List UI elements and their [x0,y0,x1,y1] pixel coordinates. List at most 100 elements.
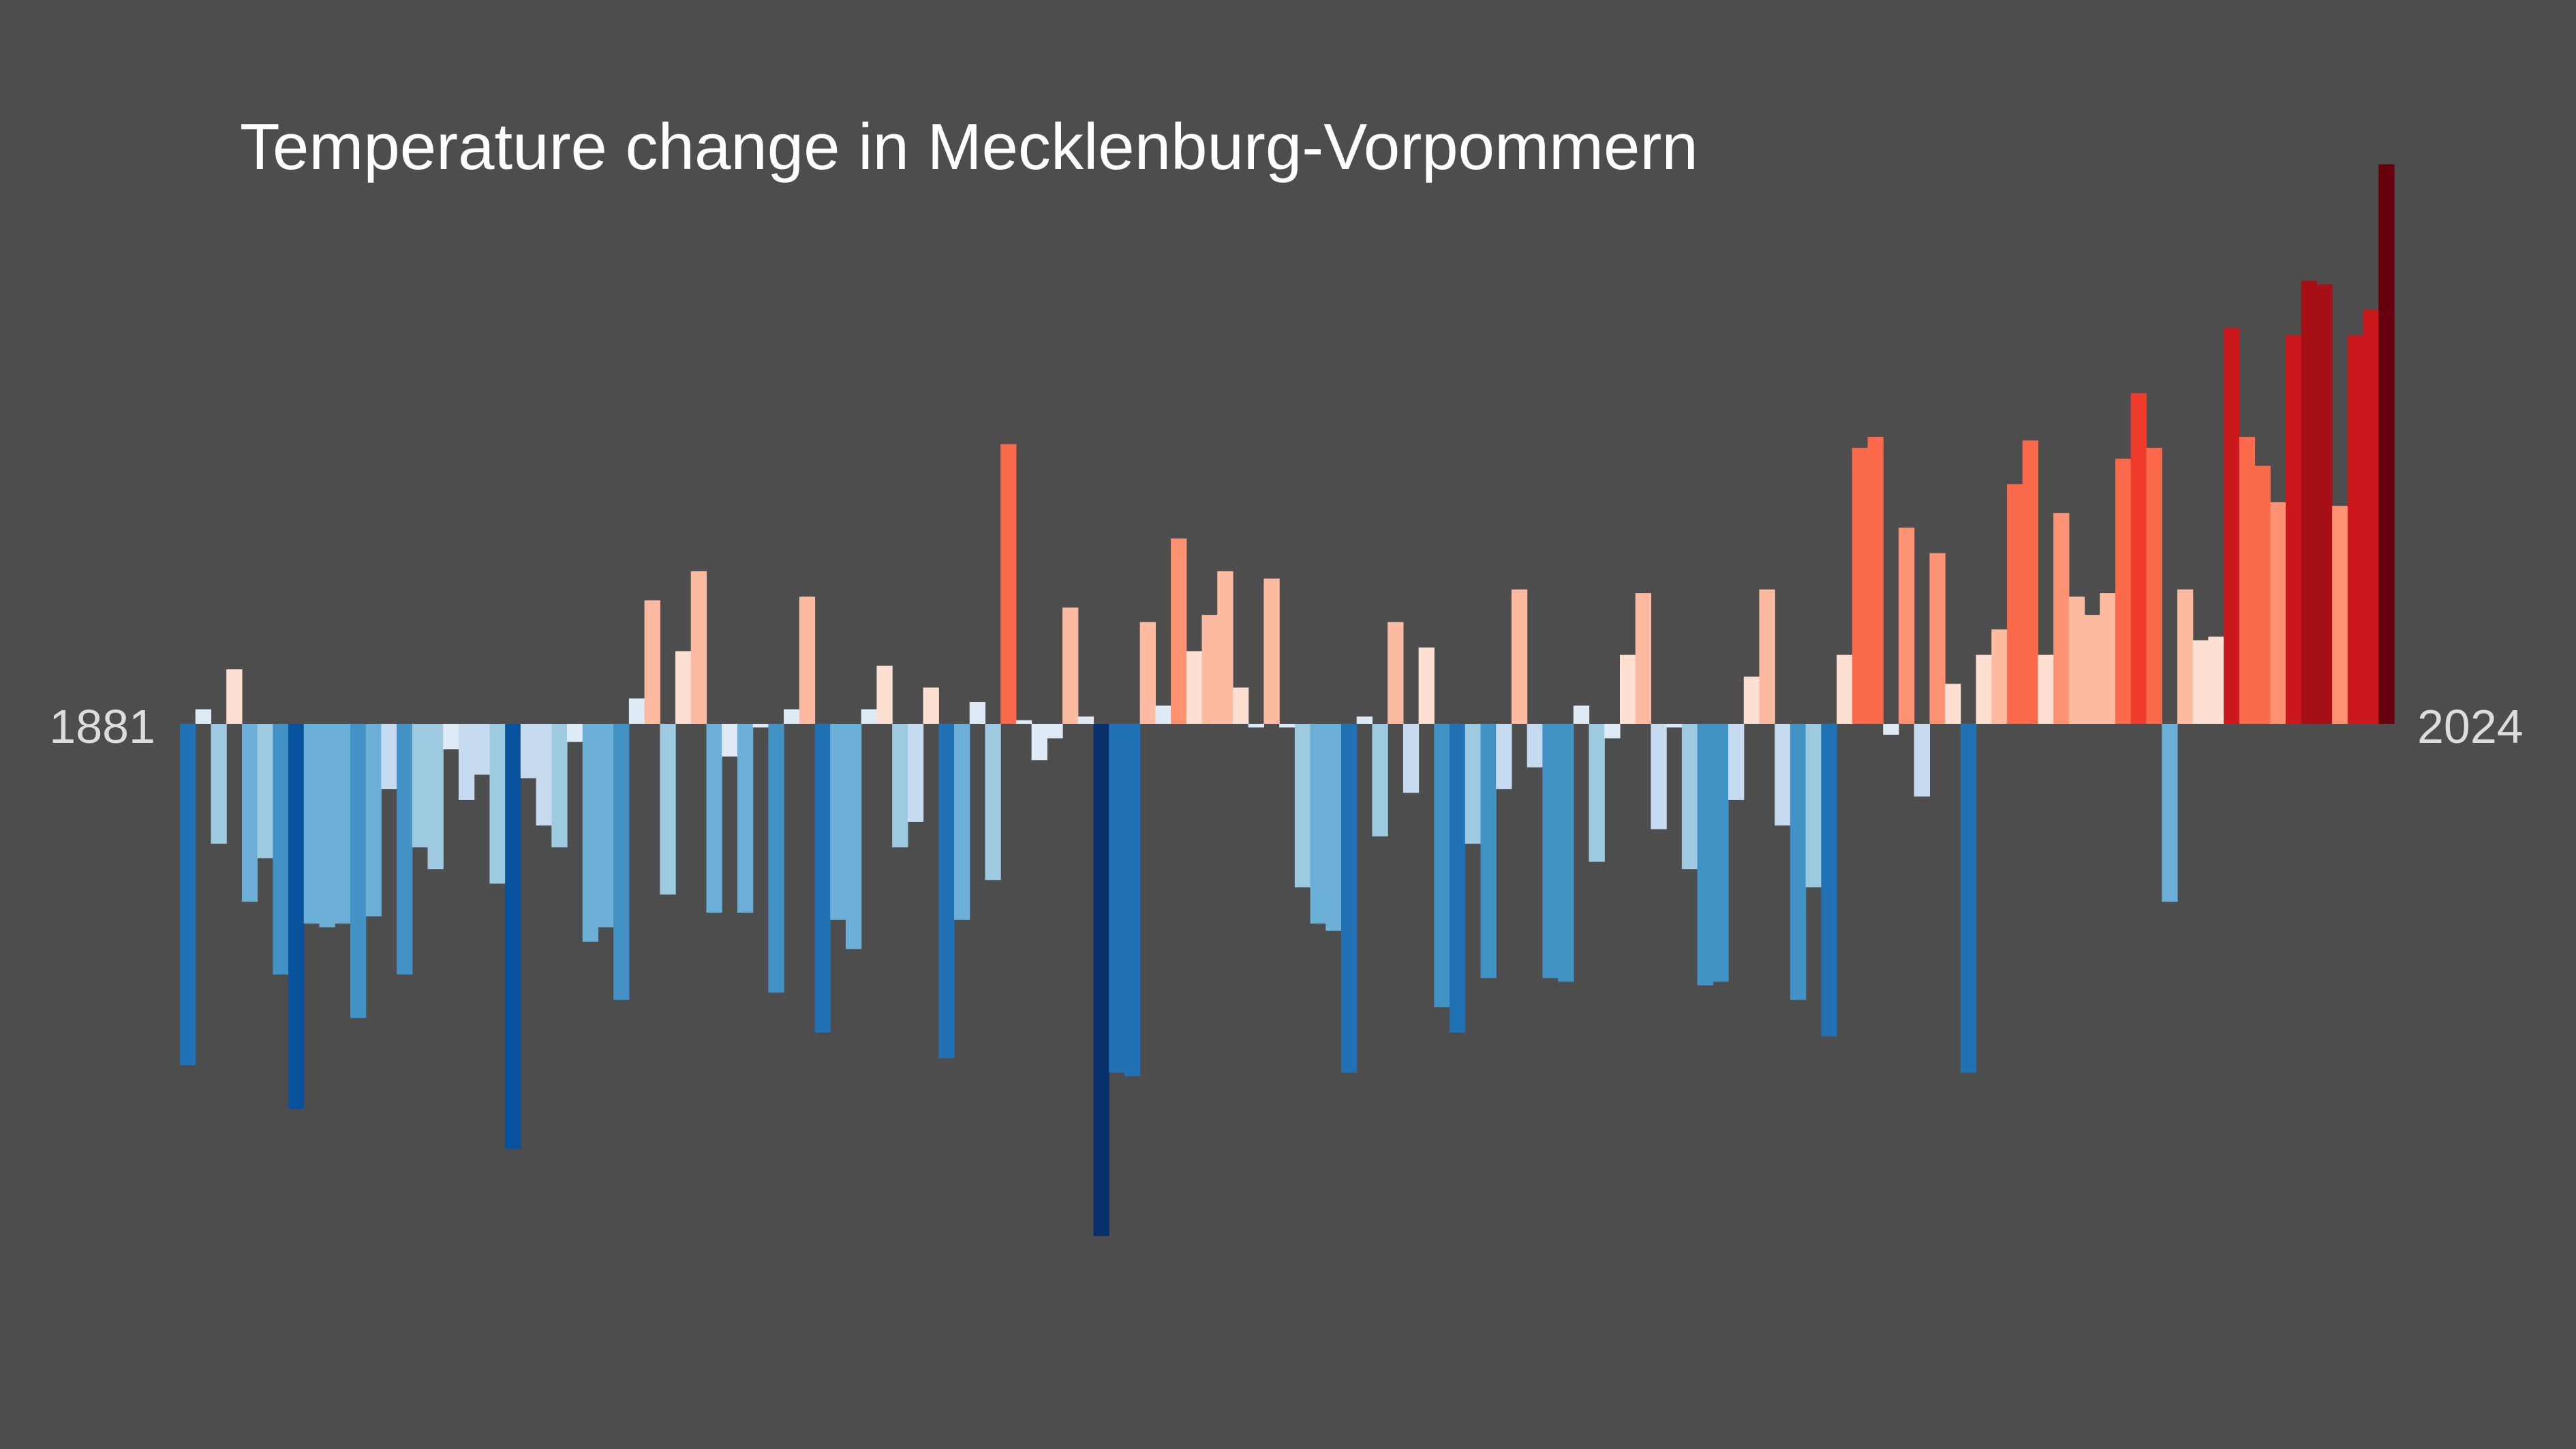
bar-1937 [1047,724,1063,739]
bar-1907 [582,724,599,942]
bar-1890 [319,724,335,928]
bar-1899 [458,724,475,800]
bar-1974 [1619,654,1636,724]
bar-1993 [1914,724,1930,797]
bar-1941 [1109,724,1125,1073]
bar-1978 [1681,724,1698,870]
bar-1930 [938,724,955,1058]
bar-2004 [2084,615,2100,724]
bar-2018 [2301,280,2317,724]
bar-1950 [1248,724,1265,728]
bar-1886 [257,724,273,859]
bar-1943 [1139,622,1156,724]
bars-group [180,164,2395,1236]
bar-1986 [1805,724,1822,887]
bar-2003 [2068,596,2085,724]
bar-1949 [1232,687,1249,724]
bar-1961 [1418,647,1435,724]
bar-1912 [660,724,676,895]
bar-1926 [876,665,893,724]
bar-1957 [1356,716,1373,724]
bar-1954 [1310,724,1326,924]
bar-2021 [2347,335,2364,724]
bar-2009 [2162,724,2178,902]
bar-2015 [2254,466,2271,724]
bar-1903 [520,724,537,778]
bar-1984 [1775,724,1791,826]
bar-1976 [1651,724,1667,829]
bar-1902 [505,724,521,1149]
bar-2020 [2332,506,2348,724]
bar-1882 [195,709,212,724]
bar-1893 [365,724,382,917]
bar-1887 [273,724,289,975]
bar-1997 [1976,654,1992,724]
bar-1965 [1480,724,1497,979]
bar-1951 [1263,578,1280,724]
bar-1946 [1186,651,1203,724]
bar-1959 [1387,622,1404,724]
bar-1998 [1991,629,2008,724]
bar-2011 [2192,640,2209,724]
bar-1975 [1635,593,1652,724]
bar-2006 [2115,458,2132,724]
bar-1911 [644,600,660,724]
bar-1999 [2006,484,2023,724]
bar-1934 [1000,444,1017,724]
bar-1979 [1697,724,1713,986]
bar-1933 [985,724,1001,881]
bar-1939 [1077,716,1094,724]
bar-1994 [1929,553,1946,724]
bar-2016 [2270,502,2286,724]
bar-1963 [1450,724,1466,1033]
bar-1970 [1558,724,1574,982]
bar-1971 [1573,705,1590,724]
bar-1924 [845,724,862,949]
bar-1955 [1325,724,1342,931]
bar-1942 [1124,724,1141,1077]
bar-1962 [1434,724,1450,1007]
bar-1917 [737,724,754,913]
bar-2010 [2177,589,2194,724]
bar-1915 [706,724,722,913]
bar-1927 [892,724,908,848]
bar-2017 [2285,335,2302,724]
bar-1916 [722,724,738,757]
bar-1973 [1604,724,1621,739]
bar-2008 [2146,447,2162,724]
bar-1904 [536,724,552,826]
bar-1884 [226,669,243,724]
bar-1964 [1465,724,1482,844]
bar-1969 [1542,724,1559,979]
bar-1920 [784,709,800,724]
bar-1883 [211,724,227,844]
bar-1908 [598,724,614,928]
bar-1967 [1511,589,1528,724]
bar-1936 [1031,724,1047,761]
bar-1914 [690,571,707,724]
bar-1919 [768,724,784,993]
bar-1898 [443,724,459,750]
bar-1940 [1093,724,1109,1236]
bar-1905 [551,724,568,848]
bar-1881 [180,724,196,1066]
bar-1996 [1960,724,1977,1073]
bar-1925 [861,709,878,724]
bar-1985 [1790,724,1807,1001]
bar-1918 [752,724,769,728]
bar-1991 [1883,724,1899,735]
bar-1981 [1728,724,1745,800]
bar-1909 [613,724,630,1001]
bar-2005 [2100,593,2116,724]
bar-1921 [799,596,816,724]
bar-1885 [241,724,258,902]
bar-1992 [1898,528,1915,724]
bar-1938 [1062,607,1079,724]
bar-1988 [1837,654,1853,724]
bar-1995 [1945,684,1961,724]
bar-1935 [1015,720,1032,724]
bar-2001 [2038,654,2054,724]
bar-1956 [1341,724,1358,1073]
bar-2019 [2316,284,2333,724]
